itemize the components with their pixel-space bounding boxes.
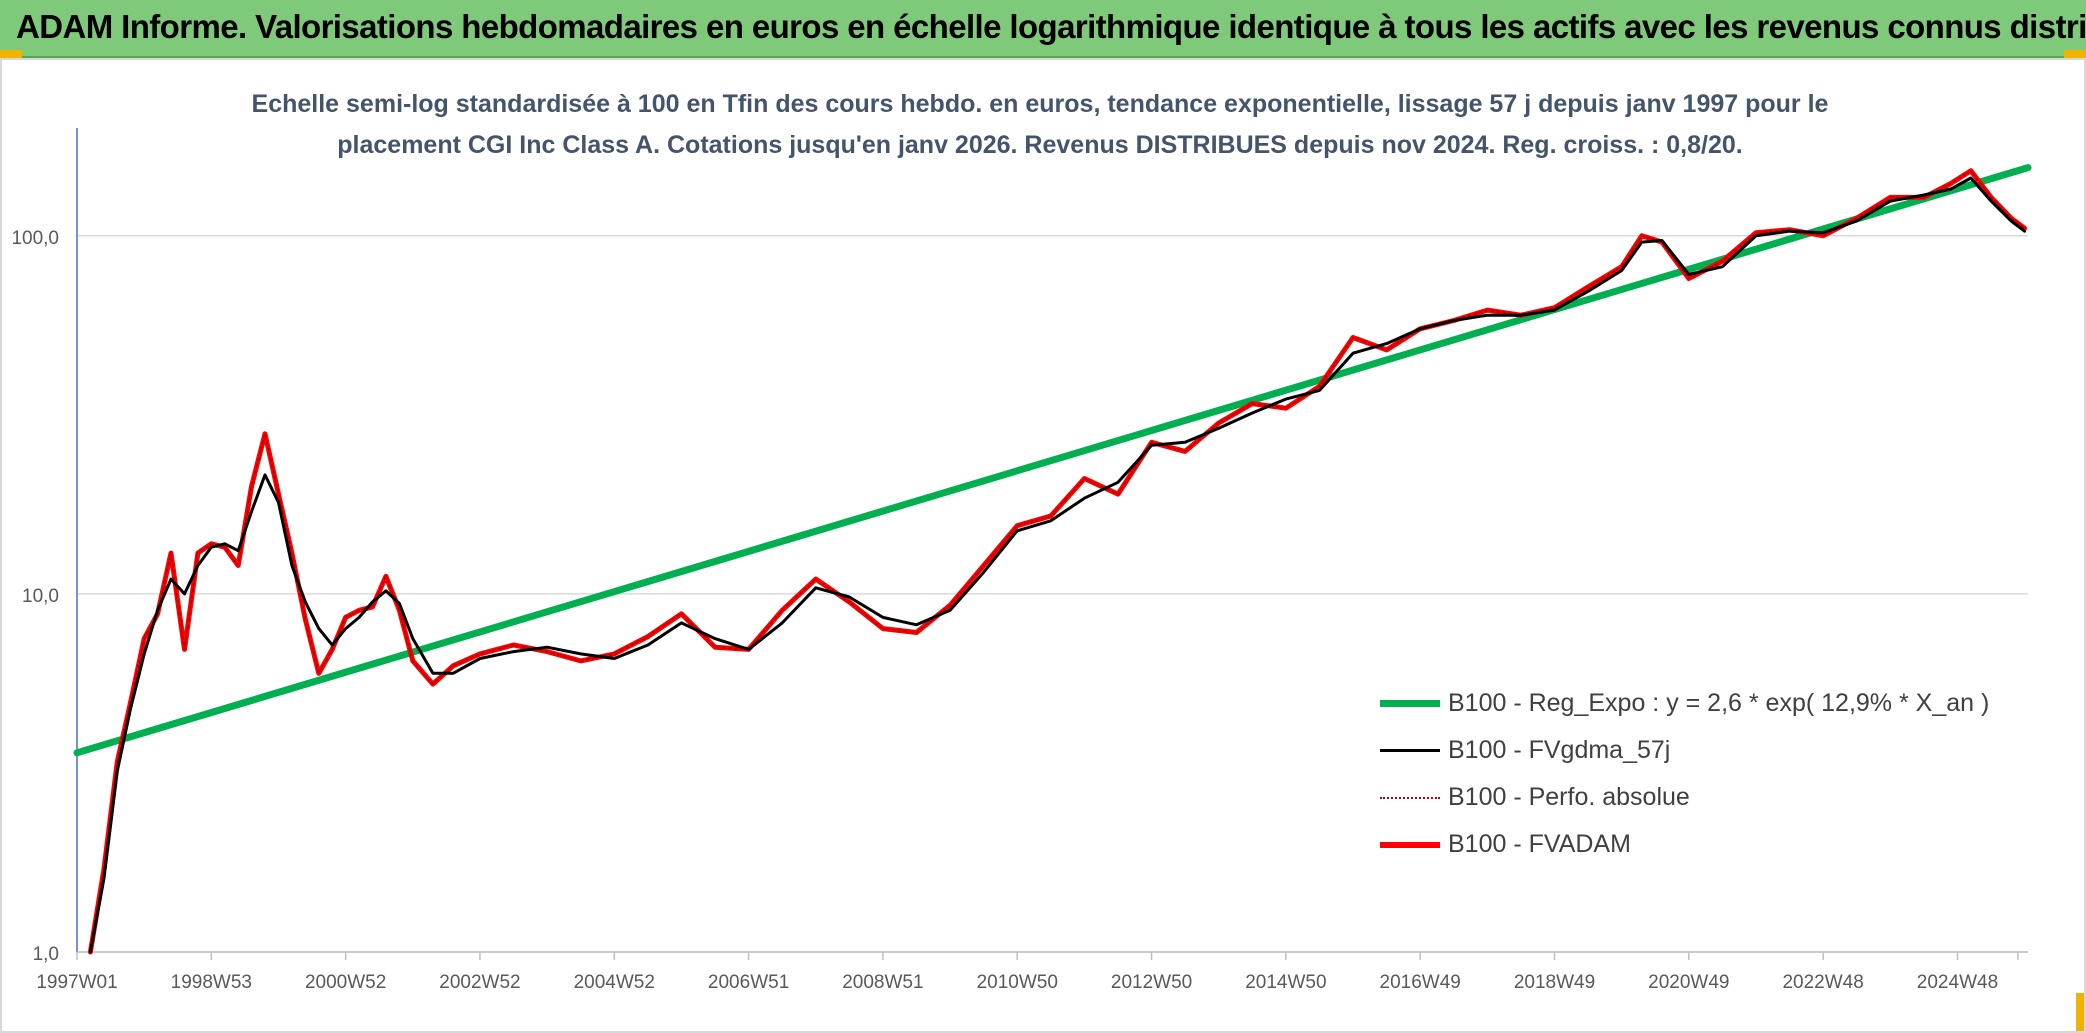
- x-tick-label-7: 2010W50: [977, 972, 1058, 993]
- x-tick-label-11: 2018W49: [1514, 972, 1595, 993]
- legend: B100 - Reg_Expo : y = 2,6 * exp( 12,9% *…: [1380, 680, 2000, 868]
- legend-item-regression: B100 - Reg_Expo : y = 2,6 * exp( 12,9% *…: [1380, 680, 2000, 727]
- y-tick-label-2: 100,0: [11, 228, 59, 249]
- banner-title: ADAM Informe. Valorisations hebdomadaire…: [16, 8, 2086, 45]
- chart-area: [0, 58, 2086, 1033]
- x-tick-label-13: 2022W48: [1782, 972, 1863, 993]
- legend-item-smoothed: B100 - FVgdma_57j: [1380, 727, 2000, 774]
- x-tick-label-12: 2020W49: [1648, 972, 1729, 993]
- y-tick-label-0: 1,0: [33, 944, 59, 965]
- legend-swatch-absolute: [1380, 796, 1440, 799]
- series-line-smoothed: [88, 176, 2027, 954]
- legend-swatch-regression: [1380, 700, 1440, 707]
- series-line-regression: [73, 164, 2032, 757]
- legend-swatch-fvadam: [1380, 841, 1440, 848]
- corner-marker-left: [0, 50, 22, 60]
- legend-label-fvadam: B100 - FVADAM: [1448, 830, 1631, 858]
- legend-label-absolute: B100 - Perfo. absolue: [1448, 783, 1690, 811]
- x-tick-label-5: 2006W51: [708, 972, 789, 993]
- y-tick-label-1: 10,0: [22, 586, 59, 607]
- legend-label-smoothed: B100 - FVgdma_57j: [1448, 736, 1671, 764]
- chart-title-line-2: placement CGI Inc Class A. Cotations jus…: [337, 131, 1743, 159]
- x-tick-label-1: 1998W53: [171, 972, 252, 993]
- tick-labels: 1,0 10,0 100,0 1997W01 1998W53 2000W52 2002W52…: [11, 228, 1998, 993]
- x-tick-label-3: 2002W52: [439, 972, 520, 993]
- x-tick-label-14: 2024W48: [1917, 972, 1998, 993]
- axes: [76, 128, 2028, 960]
- corner-marker-bottom-right: [2076, 993, 2086, 1033]
- series-group: [73, 164, 2032, 955]
- legend-swatch-smoothed: [1380, 749, 1440, 752]
- x-tick-label-10: 2016W49: [1380, 972, 1461, 993]
- legend-item-fvadam: B100 - FVADAM: [1380, 821, 2000, 868]
- legend-item-absolute: B100 - Perfo. absolue: [1380, 774, 2000, 821]
- corner-marker-right: [2064, 50, 2086, 60]
- series-line-absolute: [89, 169, 2026, 953]
- x-tick-label-9: 2014W50: [1245, 972, 1326, 993]
- x-tick-label-0: 1997W01: [36, 972, 117, 993]
- x-tick-label-6: 2008W51: [842, 972, 923, 993]
- x-tick-label-4: 2004W52: [574, 972, 655, 993]
- chart-title: Echelle semi-log standardisée à 100 en T…: [200, 84, 1880, 166]
- report-banner: ADAM Informe. Valorisations hebdomadaire…: [0, 0, 2086, 58]
- legend-label-regression: B100 - Reg_Expo : y = 2,6 * exp( 12,9% *…: [1448, 689, 1990, 717]
- x-tick-label-2: 2000W52: [305, 972, 386, 993]
- chart-title-line-1: Echelle semi-log standardisée à 100 en T…: [251, 90, 1829, 118]
- x-tick-label-8: 2012W50: [1111, 972, 1192, 993]
